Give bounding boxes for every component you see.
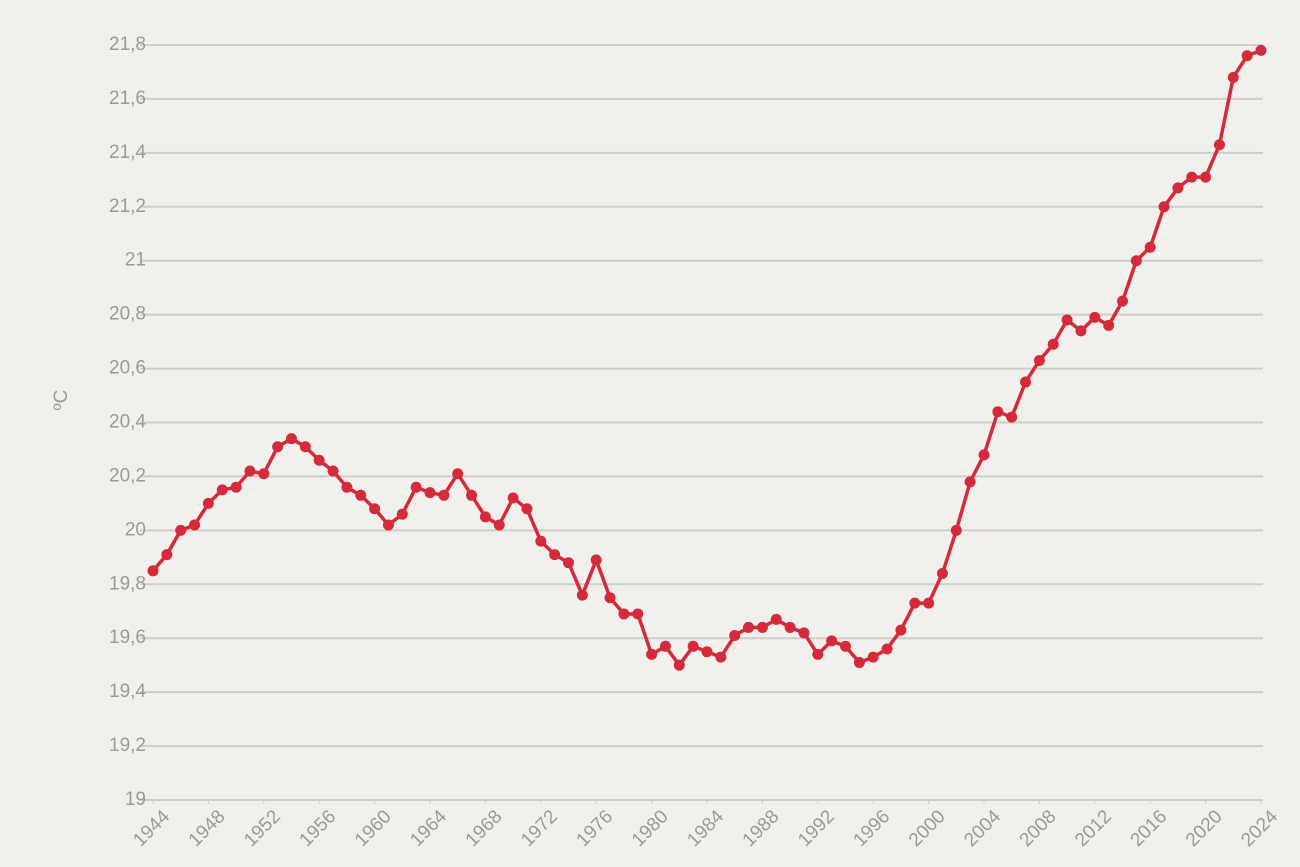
- point: [466, 489, 478, 501]
- point: [147, 565, 159, 577]
- point: [756, 621, 768, 633]
- point: [244, 465, 256, 477]
- point: [715, 651, 727, 663]
- point: [1200, 171, 1212, 183]
- point: [258, 468, 270, 480]
- point: [382, 519, 394, 531]
- point: [341, 481, 353, 493]
- point: [1033, 354, 1045, 366]
- point: [964, 476, 976, 488]
- point: [770, 613, 782, 625]
- point: [189, 519, 201, 531]
- y-axis-label: ºC: [51, 390, 72, 411]
- point: [1213, 139, 1225, 151]
- point: [909, 597, 921, 609]
- y-tick-label: 19,4: [109, 681, 146, 702]
- point: [576, 589, 588, 601]
- point: [867, 651, 879, 663]
- y-tick-label: 21,6: [109, 88, 146, 109]
- point: [840, 640, 851, 652]
- point: [1241, 50, 1253, 62]
- y-tick-label: 21,8: [109, 34, 146, 55]
- y-tick-label: 20,8: [109, 304, 146, 325]
- point: [673, 659, 685, 671]
- y-tick-label: 19: [125, 789, 146, 810]
- point: [493, 519, 505, 531]
- y-tick-label: 21,2: [109, 196, 146, 217]
- y-tick-label: 21: [125, 250, 146, 271]
- point: [992, 406, 1004, 418]
- point: [299, 441, 311, 453]
- point: [729, 630, 741, 642]
- point: [563, 557, 574, 569]
- point: [895, 624, 907, 636]
- point: [438, 489, 450, 501]
- point: [632, 608, 644, 620]
- point: [313, 454, 325, 466]
- point: [1020, 376, 1032, 388]
- point: [701, 646, 713, 658]
- point: [230, 481, 242, 493]
- point: [272, 441, 284, 453]
- point: [1255, 44, 1267, 56]
- point: [1117, 295, 1128, 307]
- point: [1075, 325, 1087, 337]
- point: [1006, 411, 1018, 423]
- point: [1227, 71, 1239, 83]
- point: [659, 640, 671, 652]
- point: [1144, 241, 1156, 253]
- point: [687, 640, 699, 652]
- point: [881, 643, 893, 655]
- point: [452, 468, 464, 480]
- y-tick-label: 20,4: [109, 412, 146, 433]
- point: [216, 484, 228, 496]
- point: [646, 648, 658, 660]
- point: [936, 568, 948, 579]
- point: [923, 597, 935, 609]
- point: [1130, 255, 1142, 267]
- point: [202, 497, 214, 509]
- point: [424, 487, 436, 499]
- point: [535, 535, 547, 547]
- point: [175, 524, 187, 536]
- point: [826, 635, 838, 647]
- y-tick-label: 20,2: [109, 465, 146, 486]
- point: [812, 648, 824, 660]
- point: [410, 481, 422, 493]
- point: [1172, 182, 1184, 194]
- y-tick-label: 20: [125, 519, 146, 540]
- point: [396, 508, 408, 520]
- point: [1089, 311, 1101, 323]
- y-tick-label: 19,6: [109, 627, 146, 648]
- y-tick-label: 21,4: [109, 142, 146, 163]
- point: [161, 549, 173, 561]
- point: [1158, 201, 1170, 213]
- point: [978, 449, 990, 461]
- point: [286, 433, 297, 445]
- point: [369, 503, 381, 515]
- point: [521, 503, 533, 515]
- point: [507, 492, 519, 504]
- point: [479, 511, 491, 523]
- point: [549, 549, 561, 561]
- y-tick-label: 20,6: [109, 358, 146, 379]
- point: [1061, 314, 1073, 326]
- point: [618, 608, 630, 620]
- point: [950, 524, 962, 536]
- point: [1047, 338, 1059, 350]
- point: [590, 554, 602, 566]
- point: [1186, 171, 1198, 183]
- point: [853, 656, 865, 668]
- y-tick-label: 19,8: [109, 573, 146, 594]
- point: [327, 465, 339, 477]
- point: [604, 592, 616, 604]
- y-tick-label: 19,2: [109, 735, 146, 756]
- point: [784, 621, 796, 633]
- point: [355, 489, 367, 501]
- point: [798, 627, 810, 639]
- point: [743, 621, 755, 633]
- point: [1103, 319, 1115, 331]
